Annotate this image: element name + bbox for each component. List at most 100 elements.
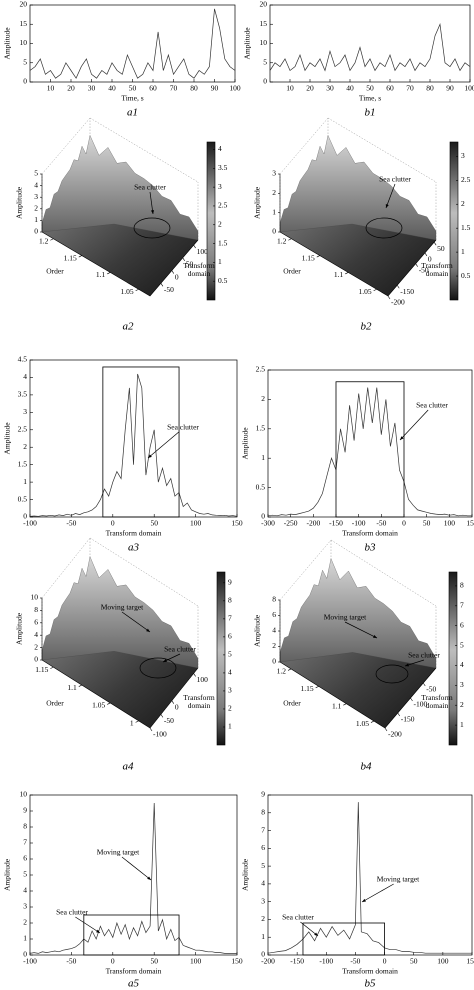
- x-tick-label: 100: [464, 84, 474, 93]
- annotation: Sea clutter: [134, 183, 166, 192]
- z-tick-label: 4: [34, 180, 38, 189]
- order-axis-label: Order: [283, 267, 301, 276]
- transform-tick: [410, 697, 413, 702]
- transform-tick-label: -200: [391, 298, 405, 307]
- panel-label: b2: [361, 321, 373, 333]
- y-tick-label: 7: [261, 825, 265, 834]
- order-tick-label: 1.15: [35, 665, 48, 674]
- y-tick-label: 6: [23, 854, 27, 863]
- z-tick-label: 4: [34, 630, 38, 639]
- order-tick: [370, 720, 375, 723]
- colorbar-tick-label: 4: [228, 668, 232, 677]
- annotation-arrow: [385, 183, 396, 209]
- transform-tick: [396, 285, 400, 289]
- z-tick-label: 3: [272, 169, 276, 178]
- transform-axis-label: Transform domain: [183, 694, 215, 710]
- y-tick-label: 4: [23, 372, 27, 381]
- panel-label: a4: [123, 761, 135, 773]
- panel-label: b4: [361, 761, 373, 773]
- x-tick-label: 90: [211, 84, 219, 93]
- x-tick-label: 100: [190, 957, 202, 966]
- order-tick-label: 1.15: [301, 684, 314, 693]
- panel-label: b3: [365, 542, 377, 554]
- y-tick-label: 0: [23, 950, 27, 959]
- annotation: Sea clutter: [164, 645, 196, 654]
- x-tick-label: -200: [306, 519, 320, 528]
- transform-tick: [160, 283, 164, 287]
- y-tick-label: 2.5: [18, 424, 28, 433]
- y-tick-label: 5: [263, 57, 267, 66]
- x-tick-label: 100: [190, 519, 202, 528]
- x-tick-label: -300: [261, 519, 275, 528]
- y-tick-label: 3: [261, 896, 265, 905]
- z-tick-label: 10: [31, 593, 39, 602]
- order-tick-label: 1.05: [121, 287, 134, 296]
- annotation-arrow: [361, 883, 394, 903]
- x-tick-label: 100: [437, 957, 449, 966]
- x-tick-label: 70: [406, 84, 414, 93]
- surface-ridge: [41, 556, 199, 669]
- colorbar-tick-label: 3: [228, 686, 232, 695]
- x-axis-label: Transform domain: [342, 967, 398, 976]
- transform-tick-label: -50: [419, 265, 429, 274]
- colorbar: [448, 571, 458, 746]
- transform-label-box: Transform domain: [421, 262, 452, 278]
- colorbar: [216, 571, 226, 746]
- colorbar-tick-label: 7: [460, 601, 464, 610]
- order-tick: [345, 272, 349, 275]
- x-tick-label: -150: [329, 519, 343, 528]
- order-tick-label: 1.1: [96, 270, 106, 279]
- transform-tick-label: 100: [197, 675, 209, 684]
- x-tick-label: -100: [352, 519, 366, 528]
- annotation: Moving target: [97, 848, 140, 857]
- annotation-arrow: [121, 856, 152, 881]
- y-tick-label: 4: [23, 886, 27, 895]
- colorbar-tick-label: 1: [461, 247, 465, 256]
- arrow-head: [400, 436, 404, 440]
- z-tick-label: 6: [34, 618, 38, 627]
- y-tick-label: 9: [23, 806, 27, 815]
- y-tick-label: 1.5: [18, 459, 28, 468]
- arrow-head: [96, 929, 100, 933]
- y-axis-label: Amplitude: [3, 422, 12, 455]
- order-axis-label: Order: [283, 699, 301, 708]
- arrow-head: [385, 204, 389, 208]
- y-tick-label: 7: [23, 838, 27, 847]
- x-tick-label: -50: [350, 957, 360, 966]
- y-tick-label: 20: [260, 0, 268, 9]
- x-tick-label: -250: [284, 519, 298, 528]
- highlight-box: [102, 366, 180, 518]
- colorbar-tick-label: 3: [461, 151, 465, 160]
- clutter-ellipse: [365, 217, 403, 239]
- z-tick-label: 1: [34, 215, 38, 224]
- colorbar: [449, 141, 459, 301]
- transform-tick-label: -50: [426, 685, 436, 694]
- order-tick-label: 1.2: [277, 236, 287, 245]
- order-tick-label: 1.15: [64, 253, 77, 262]
- transform-tick: [433, 241, 437, 246]
- signal-line: [267, 387, 472, 517]
- clutter-ellipse: [139, 657, 177, 679]
- y-tick-label: 3: [23, 902, 27, 911]
- colorbar-tick-label: 2: [218, 219, 222, 228]
- floor-edge: [41, 231, 199, 297]
- x-tick-label: 50: [423, 519, 431, 528]
- y-tick-label: 0: [263, 77, 267, 86]
- y-tick-label: 0: [261, 512, 265, 521]
- x-tick-label: 150: [466, 957, 474, 966]
- x-tick-label: 50: [410, 957, 418, 966]
- clutter-ellipse: [133, 217, 171, 239]
- x-tick-label: 10: [47, 84, 55, 93]
- annotation-arrow: [75, 916, 101, 934]
- z-axis-label: Amplitude: [253, 614, 262, 647]
- y-tick-label: 3.5: [18, 390, 28, 399]
- x-tick-label: -200: [261, 957, 275, 966]
- y-tick-label: 1: [23, 477, 27, 486]
- order-tick: [107, 702, 111, 705]
- z-tick-label: 3: [34, 192, 38, 201]
- clutter-ellipse: [375, 664, 409, 684]
- z-tick-label: 2: [272, 188, 276, 197]
- x-tick-label: 80: [190, 84, 198, 93]
- transform-tick-label: 0: [175, 702, 179, 711]
